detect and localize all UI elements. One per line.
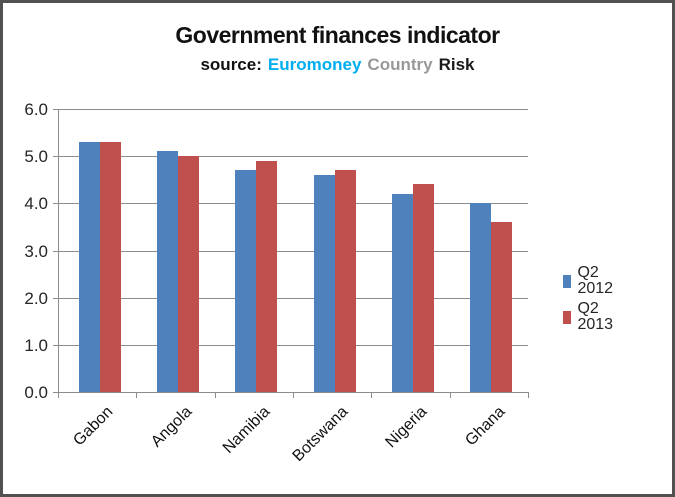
y-axis-tick bbox=[53, 203, 58, 205]
gridline bbox=[58, 344, 528, 346]
legend-item: Q2 2013 bbox=[563, 301, 618, 333]
y-axis-tick bbox=[53, 109, 58, 110]
bar-ghana-q2-2012 bbox=[470, 203, 492, 392]
legend-swatch bbox=[563, 274, 572, 288]
subtitle-source-label: source: bbox=[200, 55, 262, 74]
x-axis-tick bbox=[136, 393, 138, 398]
bar-namibia-q2-2013 bbox=[256, 160, 278, 392]
y-axis-label: 2.0 bbox=[24, 288, 48, 308]
x-axis-tick bbox=[371, 393, 373, 398]
legend-swatch bbox=[563, 310, 572, 324]
bar-botswana-q2-2013 bbox=[334, 170, 356, 392]
bar-botswana-q2-2012 bbox=[313, 175, 335, 392]
gridline bbox=[58, 109, 528, 110]
subtitle-brand-euromoney: Euromoney bbox=[267, 55, 362, 74]
gridline bbox=[58, 250, 528, 252]
y-axis-label: 6.0 bbox=[24, 100, 48, 119]
y-axis-tick bbox=[53, 297, 58, 299]
x-axis-tick bbox=[214, 393, 216, 398]
y-axis-label: 5.0 bbox=[24, 147, 48, 167]
x-axis-label: Gabon bbox=[70, 403, 117, 450]
bar-angola-q2-2012 bbox=[157, 151, 178, 392]
y-axis-tick bbox=[53, 392, 58, 393]
legend-label: Q2 2012 bbox=[577, 264, 614, 297]
chart-subtitle: source: Euromoney Country Risk bbox=[0, 55, 675, 75]
subtitle-brand-risk: Risk bbox=[438, 55, 475, 74]
gridline bbox=[58, 297, 528, 299]
y-axis-tick bbox=[53, 250, 58, 252]
legend-item: Q2 2012 bbox=[563, 265, 618, 297]
gridline bbox=[58, 156, 528, 158]
y-axis-label: 3.0 bbox=[24, 241, 48, 261]
y-axis-tick bbox=[53, 344, 58, 346]
gridline bbox=[58, 203, 528, 205]
legend-label: Q2 2013 bbox=[577, 300, 614, 333]
x-axis-line bbox=[58, 392, 529, 393]
bar-nigeria-q2-2013 bbox=[413, 184, 434, 392]
bar-gabon-q2-2013 bbox=[99, 142, 121, 392]
x-axis-tick bbox=[528, 393, 529, 398]
x-axis-tick bbox=[449, 393, 451, 398]
bar-namibia-q2-2012 bbox=[235, 170, 257, 392]
y-axis-label: 0.0 bbox=[24, 383, 48, 402]
bar-angola-q2-2013 bbox=[178, 156, 199, 392]
chart-title: Government finances indicator bbox=[175, 22, 500, 48]
subtitle-brand-country: Country bbox=[367, 55, 433, 74]
y-axis-tick bbox=[53, 156, 58, 158]
y-axis-label: 4.0 bbox=[24, 194, 48, 214]
y-axis-line bbox=[58, 109, 59, 393]
x-axis-tick bbox=[293, 393, 294, 398]
bar-ghana-q2-2013 bbox=[491, 222, 513, 392]
bar-gabon-q2-2012 bbox=[78, 142, 100, 392]
bar-nigeria-q2-2012 bbox=[392, 193, 413, 392]
x-axis-tick bbox=[58, 393, 59, 398]
y-axis-label: 1.0 bbox=[24, 335, 48, 355]
